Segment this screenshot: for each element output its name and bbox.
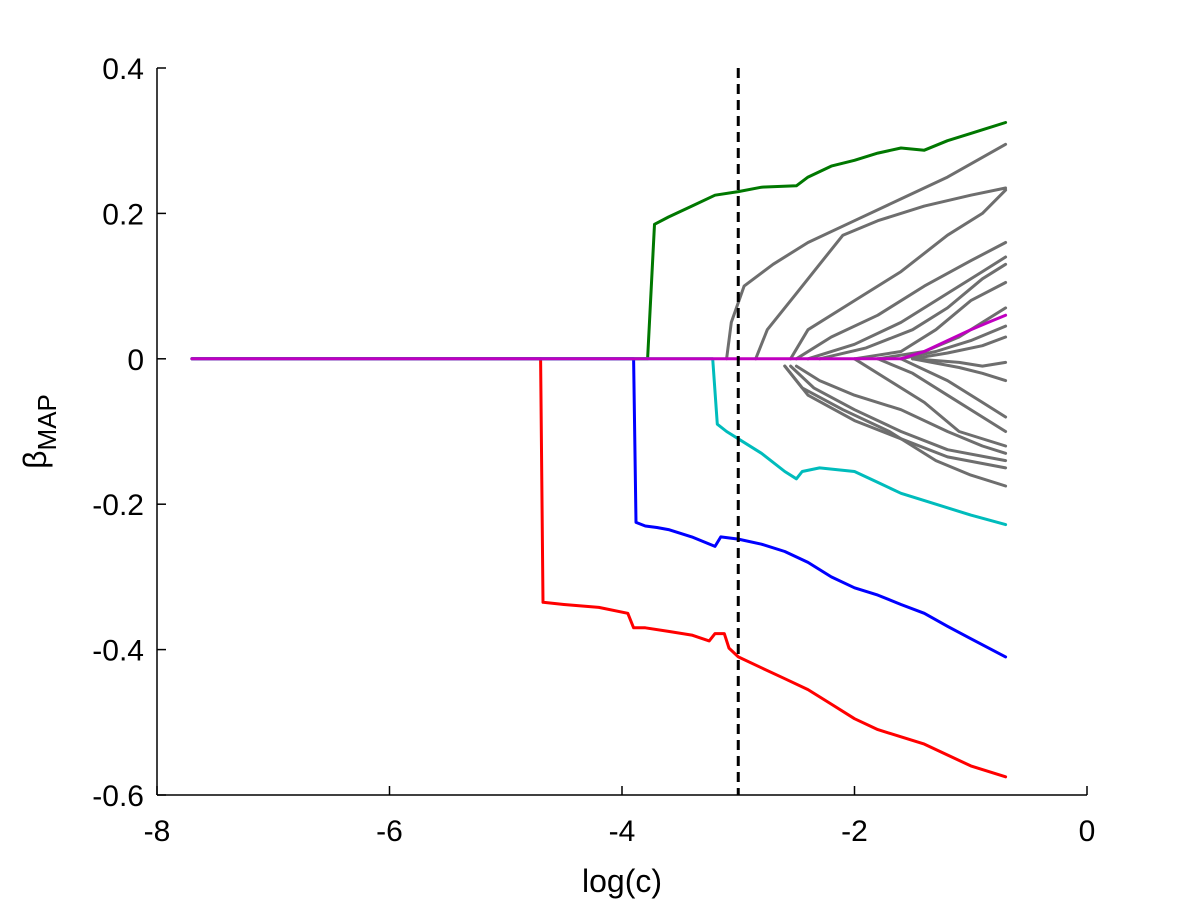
grey-series-line [876, 306, 1008, 361]
highlight-series-line [190, 357, 1008, 527]
grey-series-line [899, 324, 1008, 361]
grey-series-line [853, 281, 1008, 361]
y-tick-group: 0.4 0.2 0 -0.2 -0.4 -0.6 [92, 53, 166, 813]
y-tick-label: -0.6 [92, 780, 144, 813]
grey-series-line [783, 364, 1008, 470]
highlight-series-line [190, 357, 1008, 659]
x-tick-label: -6 [376, 815, 403, 848]
plot-series-group [190, 121, 1008, 779]
grey-series-line [789, 364, 1008, 463]
highlight-series-line [190, 313, 1008, 361]
grey-series-line [783, 364, 1008, 488]
grey-series-line [754, 186, 1008, 361]
grey-series-line [789, 188, 1008, 361]
grey-series-line [899, 357, 1008, 419]
y-axis-label-main: β [17, 450, 53, 468]
grey-series-line [911, 357, 1008, 368]
grey-series-line [806, 255, 1008, 361]
y-tick-label: 0.2 [102, 198, 144, 231]
y-tick-label: 0 [127, 344, 144, 377]
x-tick-label: -4 [609, 815, 636, 848]
grey-series-line [911, 357, 1008, 383]
x-tick-group: -8 -6 -4 -2 0 [144, 786, 1096, 848]
grey-series-line [876, 357, 1008, 433]
grey-series-line [911, 335, 1008, 361]
highlight-series-line [190, 357, 1008, 779]
x-tick-label: 0 [1079, 815, 1096, 848]
y-axis-label: βMAP [17, 394, 62, 469]
x-tick-label: -2 [841, 815, 868, 848]
grey-series-line [853, 357, 1008, 448]
highlight-series-line [190, 121, 1008, 361]
x-axis-label: log(c) [582, 863, 662, 899]
y-tick-label: -0.2 [92, 489, 144, 522]
y-tick-label: -0.4 [92, 635, 144, 668]
grey-series-line [818, 262, 1008, 361]
y-axis-label-subscript: MAP [32, 394, 62, 450]
grey-series-line [794, 364, 1008, 455]
y-tick-label: 0.4 [102, 53, 144, 86]
x-tick-label: -8 [144, 815, 171, 848]
grey-series-line [725, 142, 1008, 361]
grey-series-line [794, 241, 1008, 361]
